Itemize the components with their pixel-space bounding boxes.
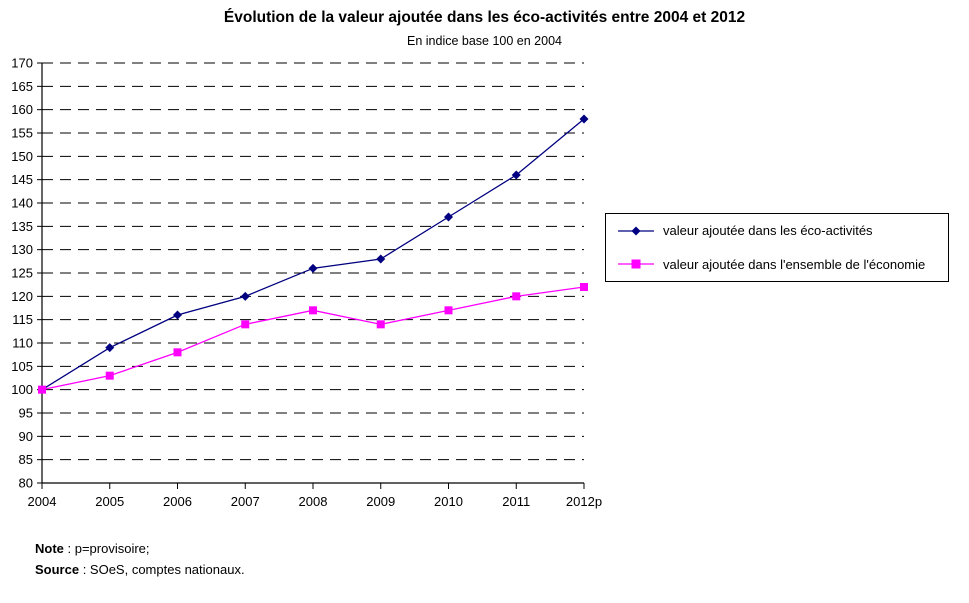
data-point-square xyxy=(444,306,453,315)
y-tick-label: 120 xyxy=(11,289,33,304)
x-tick-label: 2005 xyxy=(95,494,124,509)
source-line: Source : SOeS, comptes nationaux. xyxy=(35,559,245,580)
legend-label-ensemble-economie: valeur ajoutée dans l'ensemble de l'écon… xyxy=(663,256,926,272)
y-tick-label: 145 xyxy=(11,172,33,187)
legend: valeur ajoutée dans les éco-activités va… xyxy=(605,213,949,282)
legend-item-ensemble-economie: valeur ajoutée dans l'ensemble de l'écon… xyxy=(618,257,948,272)
x-tick-label: 2011 xyxy=(502,494,530,509)
data-point-square xyxy=(105,371,114,380)
y-tick-label: 90 xyxy=(19,429,33,444)
x-tick-label: 2008 xyxy=(299,494,328,509)
chart-notes: Note : p=provisoire; Source : SOeS, comp… xyxy=(35,538,245,580)
y-tick-label: 140 xyxy=(11,196,33,211)
data-point-diamond xyxy=(173,310,182,320)
y-tick-label: 100 xyxy=(11,382,33,397)
source-text: : SOeS, comptes nationaux. xyxy=(79,562,245,577)
y-tick-label: 150 xyxy=(11,149,33,164)
y-tick-label: 155 xyxy=(11,126,33,141)
series-line xyxy=(41,286,585,391)
y-tick-label: 130 xyxy=(11,242,33,257)
y-tick-label: 135 xyxy=(11,219,33,234)
chart-subtitle: En indice base 100 en 2004 xyxy=(407,34,562,48)
y-tick-label: 160 xyxy=(11,102,33,117)
note-line: Note : p=provisoire; xyxy=(35,538,245,559)
data-point-square xyxy=(580,283,588,291)
source-label: Source xyxy=(35,562,80,577)
y-tick-label: 125 xyxy=(11,266,33,281)
y-tick-label: 105 xyxy=(11,359,33,374)
data-point-square xyxy=(173,348,182,357)
data-point-diamond xyxy=(240,291,250,301)
x-tick-label: 2006 xyxy=(163,494,192,509)
line-diamond-marker-icon xyxy=(618,226,654,236)
data-point-diamond xyxy=(105,343,115,353)
y-tick-label: 110 xyxy=(12,336,33,351)
data-point-diamond xyxy=(511,170,521,180)
y-tick-label: 115 xyxy=(12,312,33,327)
y-tick-label: 170 xyxy=(11,56,33,71)
y-tick-label: 95 xyxy=(19,406,33,421)
data-point-diamond xyxy=(579,114,589,124)
data-point-square xyxy=(309,306,317,315)
data-point-square xyxy=(376,320,385,329)
data-point-diamond xyxy=(444,212,453,222)
x-tick-label: 2009 xyxy=(366,494,395,509)
legend-item-eco-activites: valeur ajoutée dans les éco-activités xyxy=(618,223,948,238)
data-point-square xyxy=(241,320,250,329)
note-text: : p=provisoire; xyxy=(63,541,150,556)
x-tick-label: 2004 xyxy=(28,494,57,509)
plot-area: 80 85 90 95 100 105 110 115 120 125 130 135 140 145 15… xyxy=(11,56,602,510)
legend-label-eco-activites: valeur ajoutée dans les éco-activités xyxy=(663,223,873,239)
data-point-square xyxy=(512,292,521,301)
y-tick-label: 85 xyxy=(19,452,33,467)
data-point-diamond xyxy=(376,254,386,264)
chart-title: Évolution de la valeur ajoutée dans les … xyxy=(223,9,746,26)
x-tick-label: 2007 xyxy=(231,494,260,509)
y-tick-label: 80 xyxy=(19,476,33,491)
x-tick-label: 2012p xyxy=(566,494,602,509)
data-point-diamond xyxy=(308,263,318,273)
data-point-square xyxy=(38,385,46,394)
y-tick-label: 165 xyxy=(11,79,33,94)
series-line xyxy=(41,118,585,391)
note-label: Note xyxy=(35,541,64,556)
x-tick-label: 2010 xyxy=(434,494,463,509)
line-square-marker-icon xyxy=(618,259,654,269)
